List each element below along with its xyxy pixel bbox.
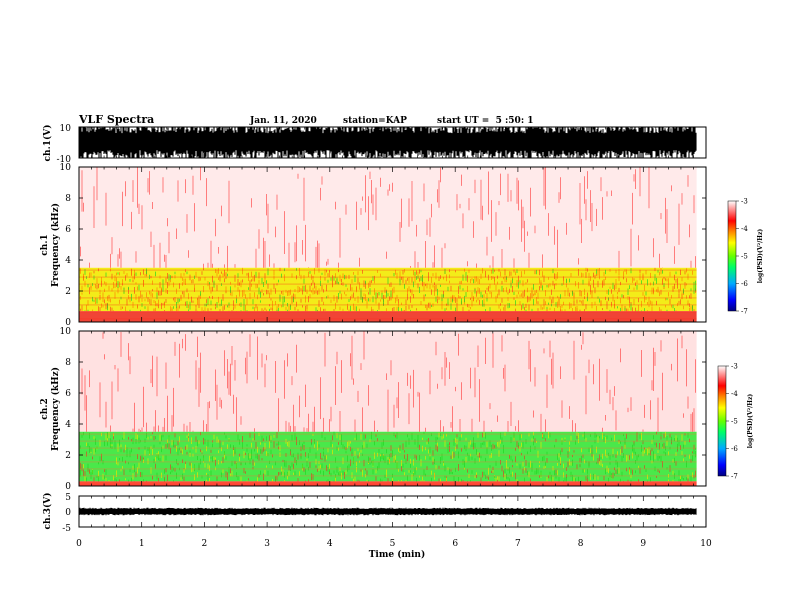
xtick-label: 6 xyxy=(452,539,458,549)
ch3-ytick-top: 5 xyxy=(65,493,71,503)
xtick-label: 4 xyxy=(327,539,333,549)
vlf-figure: VLF Spectra Jan. 11, 2020 station=KAP st… xyxy=(0,0,792,612)
xtick-label: 7 xyxy=(515,539,521,549)
xtick-label: 1 xyxy=(139,539,145,549)
colorbar-tick-label: -5 xyxy=(741,253,748,261)
ch1-spectrogram-ylabel-freq: Frequency (kHz) xyxy=(50,203,61,287)
ytick-label: 10 xyxy=(60,327,72,337)
colorbar-tick-label: -5 xyxy=(731,418,738,426)
ch1-colorbar-label: log(PSD)(V²/Hz) xyxy=(757,229,764,284)
ytick-label: 4 xyxy=(65,256,71,266)
colorbar-tick-label: -3 xyxy=(741,198,748,206)
ch3-waveform-ylabel: ch.3(V) xyxy=(42,493,53,530)
ch1-waveform-ylabel: ch.1(V) xyxy=(42,125,53,162)
ch1-colorbar: -3 -4 -5 -6 -7 log(PSD)(V²/Hz) xyxy=(728,198,764,316)
xtick-label: 0 xyxy=(76,539,82,549)
ch1-spectrogram-ylabel-channel: ch.1 xyxy=(40,234,50,255)
spectrogram-band xyxy=(79,167,697,268)
time-axis-label: Time (min) xyxy=(369,549,426,560)
colorbar-tick-label: -3 xyxy=(731,363,738,371)
start-time-label: start UT = 5 :50: 1 xyxy=(437,116,534,126)
date-label: Jan. 11, 2020 xyxy=(249,116,317,126)
ytick-label: 4 xyxy=(65,420,71,430)
station-label: station=KAP xyxy=(343,116,407,126)
ch2-colorbar-scale xyxy=(718,366,726,476)
ch2-spectrogram-panel: 0 2 4 6 8 10 ch.2 Frequency (kHz) xyxy=(40,327,706,492)
colorbar-tick-label: -4 xyxy=(741,225,748,233)
ytick-label: 6 xyxy=(65,225,71,235)
ytick-label: 0 xyxy=(65,482,71,492)
xtick-label: 2 xyxy=(202,539,208,549)
ch2-spectrogram-ylabel-freq: Frequency (kHz) xyxy=(50,367,61,451)
colorbar-tick-label: -7 xyxy=(741,308,748,316)
ch3-ytick-bottom: -5 xyxy=(62,524,71,534)
ch1-colorbar-scale xyxy=(728,201,736,311)
ytick-label: 10 xyxy=(60,163,72,173)
ch3-ytick-mid: 0 xyxy=(65,508,71,518)
xtick-label: 10 xyxy=(700,539,712,549)
spectrogram-band xyxy=(79,311,697,322)
ch2-colorbar-label: log(PSD)(V²/Hz) xyxy=(747,394,754,449)
ch2-colorbar: -3 -4 -5 -6 -7 log(PSD)(V²/Hz) xyxy=(718,363,754,481)
ytick-label: 8 xyxy=(65,194,71,204)
ch1-ytick-top: 10 xyxy=(60,124,72,134)
xtick-label: 8 xyxy=(578,539,584,549)
colorbar-tick-label: -7 xyxy=(731,473,738,481)
colorbar-tick-label: -6 xyxy=(741,280,748,288)
colorbar-tick-label: -6 xyxy=(731,445,738,453)
ytick-label: 2 xyxy=(65,451,71,461)
ytick-label: 2 xyxy=(65,287,71,297)
ch3-waveform-trace xyxy=(79,508,696,515)
xtick-label: 5 xyxy=(390,539,396,549)
colorbar-tick-label: -4 xyxy=(731,390,738,398)
ch1-waveform-trace xyxy=(79,124,696,160)
chart-title: VLF Spectra xyxy=(78,113,154,126)
xtick-label: 3 xyxy=(264,539,270,549)
ytick-label: 6 xyxy=(65,389,71,399)
spectrogram-band xyxy=(79,481,697,486)
ytick-label: 8 xyxy=(65,358,71,368)
ch2-spectrogram-ylabel-channel: ch.2 xyxy=(40,398,50,419)
xtick-label: 9 xyxy=(640,539,646,549)
